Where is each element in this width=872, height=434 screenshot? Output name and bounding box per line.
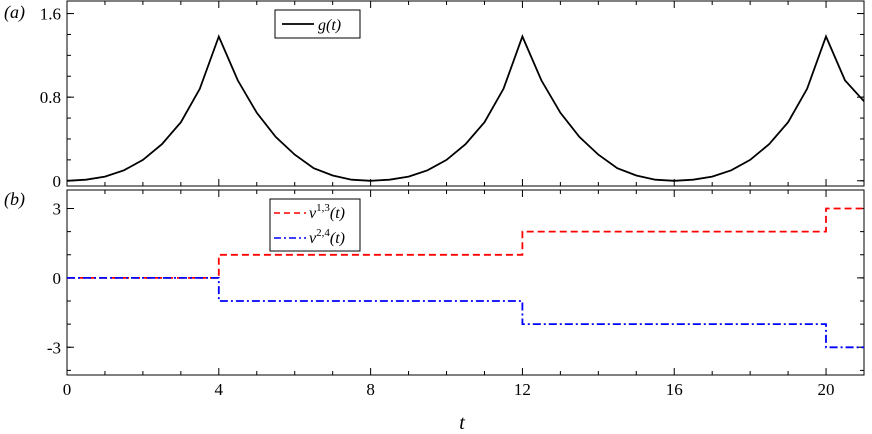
x-tick-label: 0 [63,380,72,399]
y-tick-label: 0 [53,269,62,288]
panel-b-label: (b) [4,189,25,210]
panel-a-label: (a) [4,2,25,23]
x-tick-label: 8 [366,380,375,399]
panel-a-frame [66,0,865,187]
legend-box [269,198,361,252]
x-tick-label: 16 [666,380,683,399]
panel-a-series [66,34,865,182]
panel-b-frame [66,189,865,376]
panel-a-ticks [66,1,865,186]
y-tick-label: 0.8 [40,88,61,107]
panel-b-y-tick-labels: -3-30033 [47,200,61,358]
x-tick-label: 4 [215,380,224,399]
legend-label-nu13-text: ν1,3(t) [309,202,345,222]
series-line-0 [67,207,864,279]
y-tick-label: 0 [53,172,62,191]
panel-b-legend: ν1,3(t) ν2,4(t) [269,198,361,252]
y-tick-label: 1.6 [40,5,61,24]
series-line-1 [67,276,864,349]
legend-label-nu24: ν2,4(t) [309,227,345,247]
panel-b-ticks [66,190,865,375]
panel-a-legend: g(t) [274,9,361,39]
legend-label-nu24-text: ν2,4(t) [309,227,345,247]
y-tick-label: -3 [47,338,61,357]
legend-label-g: g(t) [318,17,341,34]
legend-label-nu13: ν1,3(t) [309,202,345,222]
panel-b-series [67,207,864,349]
x-axis-label: t [459,412,465,434]
x-tick-label: 20 [818,380,835,399]
panel-a: (a) 0 0.8 1.6 g(t) [4,0,865,191]
panel-a-y-tick-labels: 0 0.8 1.6 [40,5,61,191]
series-line-0 [66,34,865,182]
x-tick-labels: 0 4 8 12 16 20 [63,380,835,399]
y-tick-label: 3 [53,200,62,219]
x-tick-label: 12 [514,380,531,399]
